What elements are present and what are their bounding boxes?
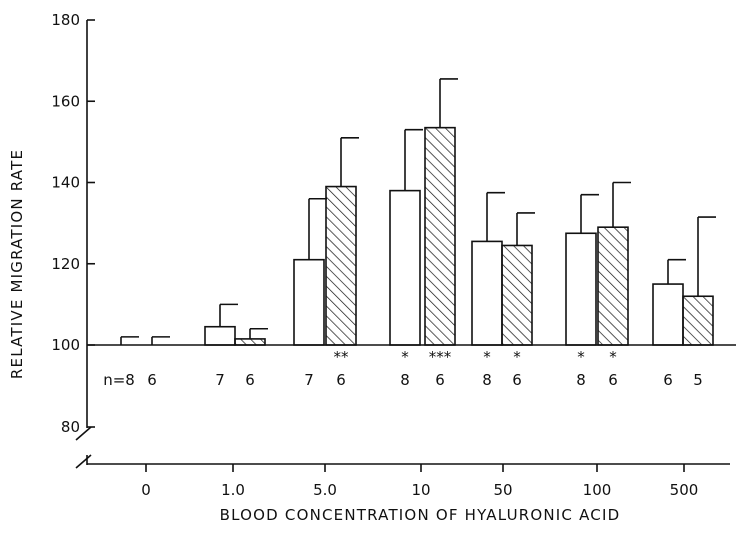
y-axis-break-line-1 [75, 426, 92, 441]
bars-layer [120, 78, 716, 346]
significance-0-4: * [483, 348, 491, 366]
n-label-1-4: 6 [512, 371, 522, 389]
x-tick-label-4: 50 [493, 481, 512, 499]
hatched-bar-6 [682, 295, 714, 346]
y-tick-label-180: 180 [51, 11, 80, 29]
hatched-bar-1 [234, 338, 266, 346]
n-label-1-6: 5 [693, 371, 703, 389]
y-tick-label-160: 160 [51, 92, 80, 110]
significance-0-5: * [577, 348, 585, 366]
n-label-1-5: 6 [608, 371, 618, 389]
x-tick-label-5: 100 [583, 481, 612, 499]
n-label-1-3: 6 [435, 371, 445, 389]
open-bar-3 [389, 189, 421, 346]
y-axis-title: RELATIVE MIGRATION RATE [8, 149, 26, 379]
hatched-bar-2 [325, 185, 357, 346]
hatched-bar-5 [597, 226, 629, 346]
n-label-1-0: 6 [147, 371, 157, 389]
n-label-0-5: 8 [576, 371, 586, 389]
n-label-0-0: n=8 [103, 371, 135, 389]
x-tick-label-0: 0 [141, 481, 151, 499]
open-bar-4 [471, 240, 503, 346]
n-label-1-1: 6 [245, 371, 255, 389]
open-bar-6 [652, 283, 684, 346]
significance-1-3: *** [429, 348, 452, 366]
significance-1-4: * [513, 348, 521, 366]
n-label-1-2: 6 [336, 371, 346, 389]
n-label-0-1: 7 [215, 371, 225, 389]
y-tick-label-100: 100 [51, 336, 80, 354]
y-axis-break-line-2 [75, 454, 92, 469]
significance-1-5: * [609, 348, 617, 366]
hatched-bar-4 [501, 244, 533, 346]
x-axis-title: BLOOD CONCENTRATION OF HYALURONIC ACID [220, 506, 621, 524]
n-label-0-3: 8 [400, 371, 410, 389]
x-tick-label-2: 5.0 [313, 481, 337, 499]
n-label-0-4: 8 [482, 371, 492, 389]
y-tick-label-140: 140 [51, 174, 80, 192]
significance-0-3: * [401, 348, 409, 366]
open-bar-1 [204, 325, 236, 346]
open-bar-5 [565, 232, 597, 346]
axes-layer [75, 19, 736, 472]
n-label-0-6: 6 [663, 371, 673, 389]
x-tick-label-3: 10 [411, 481, 430, 499]
significance-1-2: ** [334, 348, 350, 366]
y-tick-label-80: 80 [61, 418, 80, 436]
x-tick-label-6: 500 [670, 481, 699, 499]
n-label-0-2: 7 [304, 371, 314, 389]
x-tick-label-1: 1.0 [221, 481, 245, 499]
open-bar-2 [293, 258, 325, 346]
y-tick-label-120: 120 [51, 255, 80, 273]
hatched-bar-3 [424, 126, 456, 346]
